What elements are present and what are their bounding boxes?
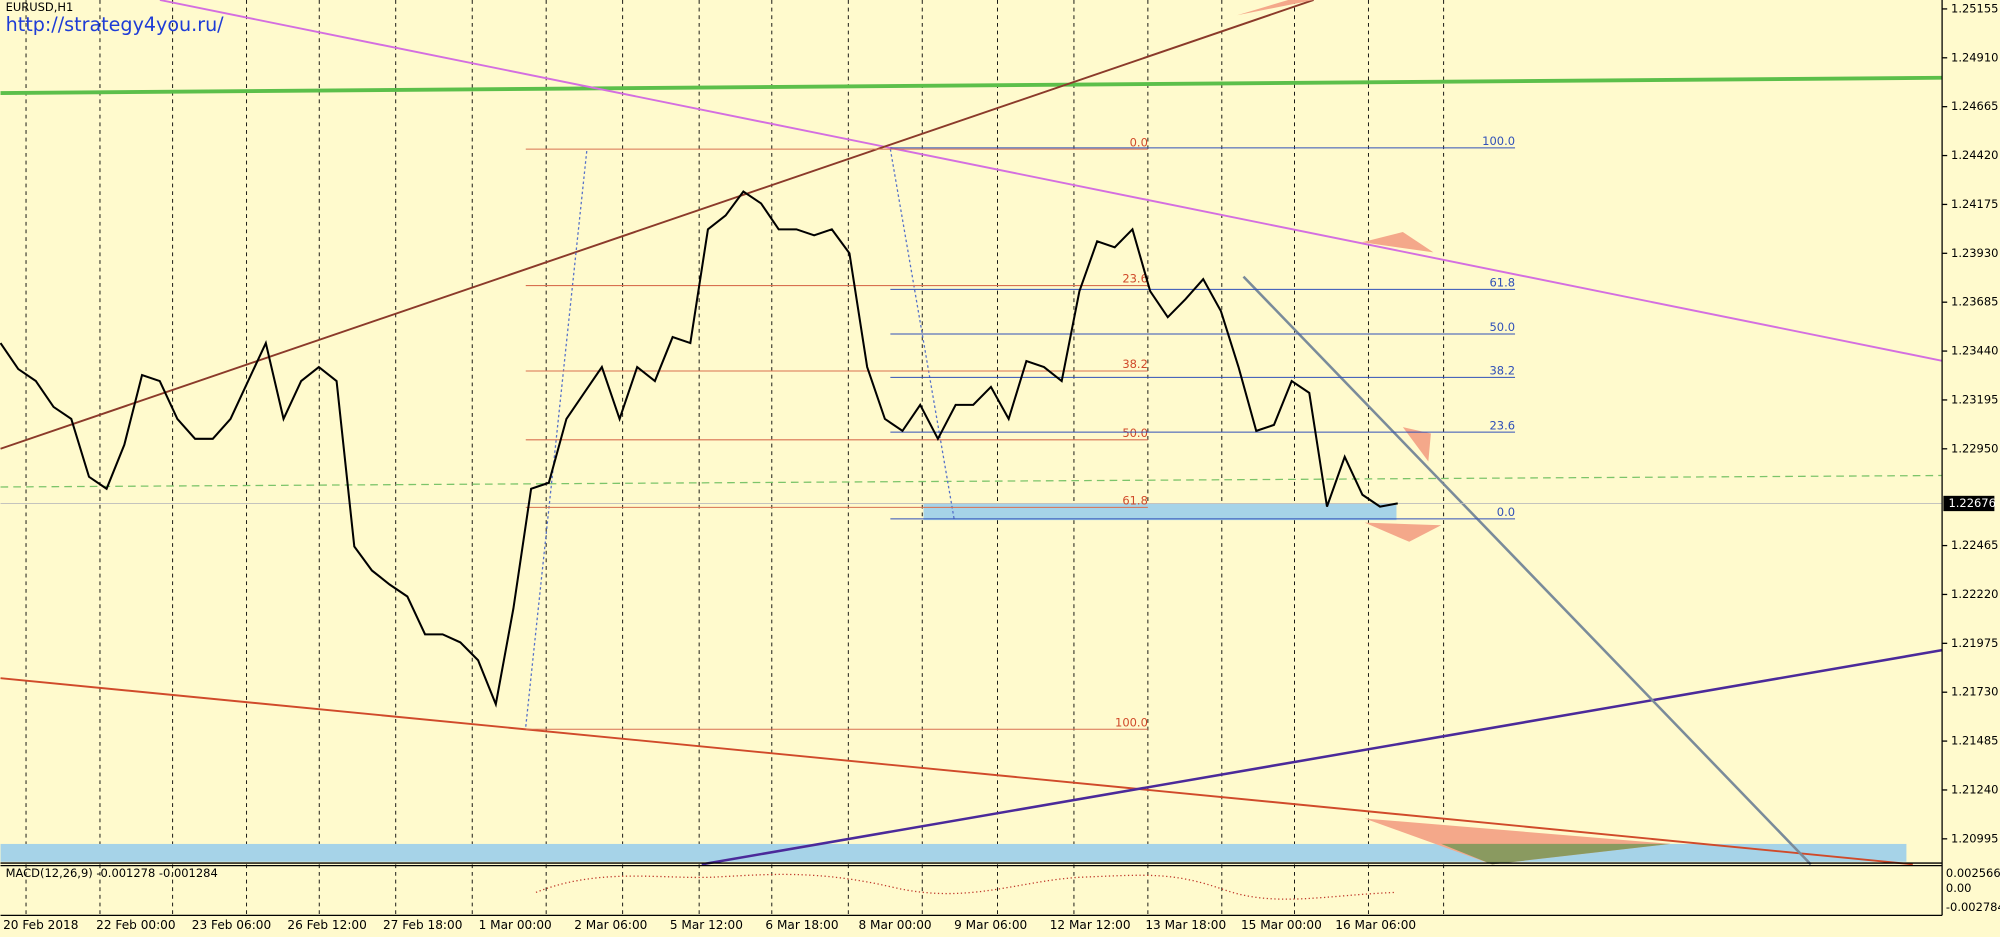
time-label: 15 Mar 00:00: [1241, 918, 1322, 932]
fib-label: 0.0: [1497, 505, 1515, 519]
fib-label: 23.6: [1489, 418, 1515, 432]
price-tick-label: 1.24910: [1951, 50, 1998, 64]
trend-line: [0, 0, 1314, 450]
fibonacci: 0.0 23.6 38.2 50.0 61.8 100.0 100.0 61.8 50.0 38.…: [525, 134, 1515, 730]
time-label: 26 Feb 12:00: [287, 918, 366, 932]
trend-line: [0, 75, 1943, 95]
arrow-marker: [1441, 843, 1671, 865]
time-label: 27 Feb 18:00: [383, 918, 462, 932]
price-tick-label: 1.22950: [1951, 441, 1998, 455]
time-label: 2 Mar 06:00: [574, 918, 647, 932]
price-tick-label: 1.24420: [1951, 148, 1998, 162]
time-label: 12 Mar 12:00: [1050, 918, 1131, 932]
fib-label: 0.0: [1130, 135, 1148, 149]
price-tick-label: 1.21240: [1951, 782, 1998, 796]
price-tick-label: 1.24175: [1951, 197, 1998, 211]
macd-tick: -0.002784: [1946, 900, 2000, 914]
fib-label: 50.0: [1489, 320, 1515, 334]
time-label: 22 Feb 00:00: [96, 918, 175, 932]
trend-line: [1242, 275, 1812, 866]
price-line: [0, 190, 1398, 708]
time-label: 9 Mar 06:00: [954, 918, 1027, 932]
link[interactable]: http://strategy4you.ru/: [6, 13, 225, 36]
fib-label: 61.8: [1122, 494, 1148, 508]
price-tick-label: 1.23195: [1951, 392, 1998, 406]
price-tick-label: 1.23930: [1951, 246, 1998, 260]
price-tick-label: 1.24665: [1951, 99, 1998, 113]
arrow-marker: [1364, 818, 1671, 865]
time-label: 1 Mar 00:00: [479, 918, 552, 932]
price-tick-label: 1.21975: [1951, 636, 1998, 650]
price-tick-label: 1.23440: [1951, 344, 1998, 358]
trend-line: [0, 677, 1913, 866]
arrow-marker: [1362, 232, 1434, 253]
time-label: 16 Mar 06:00: [1335, 918, 1416, 932]
time-label: 5 Mar 12:00: [670, 918, 743, 932]
price-tick-label: 1.22220: [1951, 587, 1998, 601]
macd-tick: 0.00: [1946, 881, 1972, 895]
arrow-marker: [1364, 522, 1442, 542]
time-label: 6 Mar 18:00: [765, 918, 838, 932]
arrow-marker: [1402, 427, 1431, 462]
fib-label: 100.0: [1482, 134, 1515, 148]
fib-label: 61.8: [1489, 276, 1515, 290]
fib-label: 50.0: [1122, 426, 1148, 440]
fib-diagonal: [889, 149, 955, 519]
fib-label: 38.2: [1489, 363, 1515, 377]
arrow-marker: [1237, 0, 1314, 16]
trend-line: [701, 648, 1943, 866]
price-series: [0, 190, 1398, 708]
fib-label: 38.2: [1122, 357, 1148, 371]
current-price-box: [1943, 495, 1995, 512]
price-tick-label: 1.22465: [1951, 538, 1998, 552]
current-price: 1.22676: [1948, 496, 1995, 510]
time-label: 20 Feb 2018: [3, 918, 78, 932]
zone: [923, 503, 1397, 521]
macd-label: MACD(12,26,9) -0.001278 -0.001284: [6, 866, 218, 880]
dashed-line: [0, 474, 1943, 488]
macd-tick: 0.002566: [1946, 866, 2000, 880]
price-tick-label: 1.21730: [1951, 685, 1998, 699]
time-label: 13 Mar 18:00: [1145, 918, 1226, 932]
price-tick-label: 1.23685: [1951, 295, 1998, 309]
price-tick-label: 1.20995: [1951, 831, 1998, 845]
macd-signal: [535, 873, 1397, 900]
time-label: 23 Feb 06:00: [192, 918, 271, 932]
time-label: 8 Mar 00:00: [858, 918, 931, 932]
price-tick-label: 1.25155: [1951, 1, 1998, 15]
zone: [0, 843, 1907, 862]
symbol: EURUSD,H1: [6, 0, 74, 14]
fib-label: 100.0: [1115, 715, 1148, 729]
trend-line: [159, 0, 1943, 362]
fib-label: 23.6: [1122, 272, 1148, 286]
price-tick-label: 1.21485: [1951, 734, 1998, 748]
